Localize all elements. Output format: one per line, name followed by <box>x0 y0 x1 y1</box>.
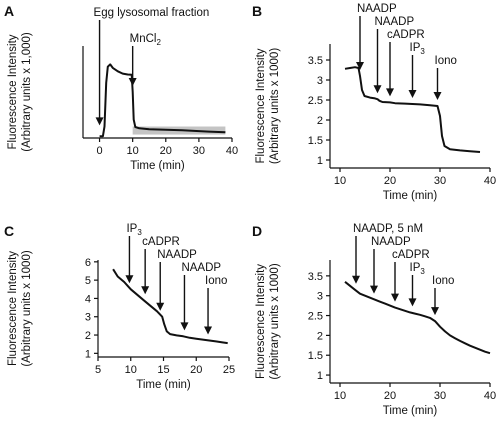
y-tick-label: 2 <box>317 330 323 342</box>
annotation-label: IP3 <box>410 42 426 56</box>
y-axis-label: Fluorescence Intensity <box>255 264 267 379</box>
y-tick-label: 3 <box>317 75 323 87</box>
y-tick-label: 2.5 <box>308 95 323 107</box>
annotation-arrowhead <box>431 307 439 316</box>
annotation-label: NAADP <box>181 262 221 274</box>
panel-d: D 10 20 30 40 1 1.5 2 2.5 3 3.5 Time (min) Fluoresce… <box>252 223 496 417</box>
x-tick-label: 0 <box>96 145 102 157</box>
x-tick-label: 40 <box>484 175 496 187</box>
annotation-arrowhead <box>373 85 382 94</box>
x-axis-label: Time (min) <box>130 160 185 172</box>
header-label: Egg lysosomal fraction <box>94 7 210 19</box>
y-axis-label-units: (Arbitrary units x 1000) <box>269 263 281 379</box>
x-tick-label: 20 <box>160 145 172 157</box>
x-tick-label: 10 <box>125 364 137 376</box>
x-tick-label: 25 <box>223 364 235 376</box>
annotation-arrowhead <box>408 90 417 98</box>
annotation-arrowhead <box>391 293 399 302</box>
x-tick-label: 20 <box>384 390 396 402</box>
annotation-arrowhead <box>370 285 378 294</box>
y-tick-label: 1.5 <box>308 350 323 362</box>
x-axis-label: Time (min) <box>136 379 191 391</box>
y-tick-label: 1 <box>317 155 323 167</box>
data-trace <box>99 63 226 138</box>
x-tick-label: 20 <box>384 175 396 187</box>
x-tick-label: 15 <box>157 364 169 376</box>
annotation-label: cADPR <box>387 29 425 41</box>
y-tick-label: 6 <box>85 257 91 269</box>
panel-label: A <box>4 3 14 19</box>
y-tick-label: 1 <box>317 370 323 382</box>
annotation-arrowhead <box>408 298 417 307</box>
x-tick-label: 40 <box>226 145 238 157</box>
y-tick-label: 3 <box>85 312 91 324</box>
x-tick-label: 30 <box>434 175 446 187</box>
x-tick-label: 5 <box>95 364 101 376</box>
annotation-label: NAADP <box>157 249 197 261</box>
x-axis-label: Time (min) <box>383 190 438 202</box>
data-trace <box>112 268 228 345</box>
annotation-arrowhead <box>433 92 442 100</box>
y-tick-label: 1 <box>85 348 91 360</box>
annotation-arrowhead <box>204 326 213 335</box>
y-tick-label: 3.5 <box>308 271 323 283</box>
y-axis-label: Fluorescence Intensity <box>7 34 19 149</box>
y-axis-label: Fluorescence Intensity <box>7 251 19 366</box>
annotation-label: cADPR <box>142 236 180 248</box>
annotation-arrowhead <box>386 88 394 97</box>
annotation-arrowhead <box>128 78 137 86</box>
y-tick-label: 1.5 <box>308 135 323 147</box>
annotation-label: MnCl2 <box>130 33 162 47</box>
annotation-arrowhead <box>156 302 165 311</box>
x-tick-label: 30 <box>193 145 205 157</box>
header-arrowhead <box>95 117 104 126</box>
x-tick-label: 10 <box>127 145 139 157</box>
annotation-arrowhead <box>141 286 150 295</box>
y-axis-label-units: (Arbitrary units x 1000) <box>269 48 281 164</box>
y-tick-label: 3 <box>317 291 323 303</box>
x-tick-label: 10 <box>334 175 346 187</box>
y-axis-label-units: (Arbitrary units x 1000) <box>21 250 33 366</box>
annotation-label: Iono <box>435 55 457 67</box>
y-axis-label-units: (Arbitrary units x 1,000) <box>21 32 33 152</box>
panel-a: A 0 10 20 30 40 Time (min) Fluorescence Intensi… <box>4 3 238 172</box>
y-tick-label: 2 <box>317 115 323 127</box>
annotation-label: NAADP <box>375 16 415 28</box>
annotation-label: IP3 <box>410 262 426 276</box>
x-tick-label: 10 <box>334 390 346 402</box>
y-tick-label: 3.5 <box>308 55 323 67</box>
y-axis-label: Fluorescence Intensity <box>255 48 267 163</box>
y-tick-label: 4 <box>85 293 91 305</box>
panel-label: B <box>252 3 262 19</box>
data-trace <box>344 281 491 355</box>
panel-label: C <box>4 223 14 239</box>
annotation-arrowhead <box>356 62 364 70</box>
y-tick-label: 5 <box>85 275 91 287</box>
annotation-label: Iono <box>205 275 227 287</box>
annotation-label: NAADP <box>357 3 397 15</box>
annotation-label: IP3 <box>126 223 142 237</box>
x-tick-label: 20 <box>190 364 202 376</box>
annotation-label: cADPR <box>392 249 430 261</box>
panel-b: B 10 20 30 40 1 1.5 2 2.5 3 3.5 Time (min) Fluoresce… <box>252 3 496 202</box>
y-tick-label: 2 <box>85 330 91 342</box>
panel-label: D <box>252 223 262 239</box>
annotation-arrowhead <box>180 322 189 331</box>
x-axis-label: Time (min) <box>383 405 438 417</box>
x-tick-label: 30 <box>434 390 446 402</box>
y-tick-label: 2.5 <box>308 311 323 323</box>
panel-c: C 5 10 15 20 25 1 2 3 4 5 6 Time (min) Fluorescence I… <box>4 223 235 391</box>
annotation-label: NAADP, 5 nM <box>353 223 423 235</box>
x-tick-label: 40 <box>484 390 496 402</box>
data-trace <box>344 66 481 153</box>
annotation-label: Iono <box>432 275 454 287</box>
annotation-arrowhead <box>352 275 360 284</box>
annotation-label: NAADP <box>371 236 411 248</box>
annotation-arrowhead <box>125 275 134 284</box>
